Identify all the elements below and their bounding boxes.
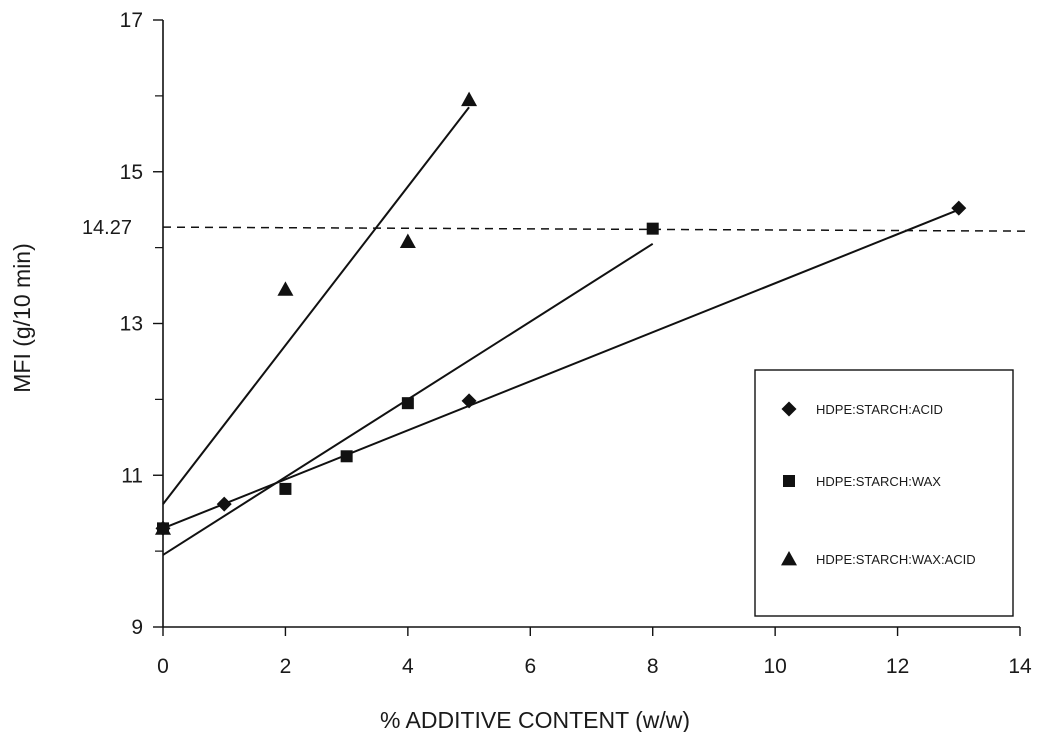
x-tick-label: 0 — [157, 655, 169, 678]
data-point-triangle — [399, 233, 416, 248]
legend-marker-diamond — [781, 401, 797, 417]
legend-label: HDPE:STARCH:ACID — [816, 402, 943, 417]
x-tick-label: 12 — [886, 655, 909, 678]
data-point-square — [279, 482, 292, 495]
legend-label: HDPE:STARCH:WAX — [816, 474, 941, 489]
fit-line-triangle — [162, 106, 470, 505]
y-tick-label: 13 — [120, 313, 143, 336]
data-point-square — [401, 397, 414, 410]
labels-group: 9 11 13 15 17 0 2 4 6 8 10 12 14 % ADDITIVE CONTENT (… — [9, 9, 1032, 732]
x-tick-label: 6 — [524, 655, 536, 678]
data-point-diamond — [951, 200, 967, 216]
x-tick-label: 4 — [402, 655, 414, 678]
x-tick-label: 14 — [1008, 655, 1032, 678]
legend-label: HDPE:STARCH:WAX:ACID — [816, 552, 976, 567]
x-tick-label: 10 — [763, 655, 786, 678]
data-point-triangle — [461, 91, 478, 107]
y-tick-label: 17 — [120, 9, 143, 32]
data-point-triangle — [277, 281, 294, 296]
markers-group — [155, 91, 967, 536]
data-point-diamond — [461, 393, 477, 409]
y-tick-label: 9 — [131, 616, 143, 639]
fit-line-diamond — [162, 208, 960, 530]
y-axis-title: MFI (g/10 min) — [9, 243, 35, 393]
data-point-square — [646, 222, 659, 235]
x-axis-title: % ADDITIVE CONTENT (w/w) — [380, 707, 690, 732]
data-point-diamond — [216, 496, 232, 512]
reference-line — [162, 226, 1031, 232]
legend-marker-square — [783, 475, 795, 487]
data-point-triangle — [155, 520, 171, 535]
x-tick-label: 2 — [280, 655, 292, 678]
legend-marker-triangle — [781, 551, 797, 566]
legend-box — [754, 369, 1014, 617]
y-tick-label: 15 — [120, 161, 143, 184]
legend: HDPE:STARCH:ACID HDPE:STARCH:WAX HDPE:STAR… — [754, 369, 1014, 617]
x-tick-label: 8 — [647, 655, 659, 678]
reference-line-label: 14.27 — [82, 217, 132, 239]
data-point-square — [340, 450, 353, 463]
y-tick-label: 11 — [121, 464, 143, 487]
